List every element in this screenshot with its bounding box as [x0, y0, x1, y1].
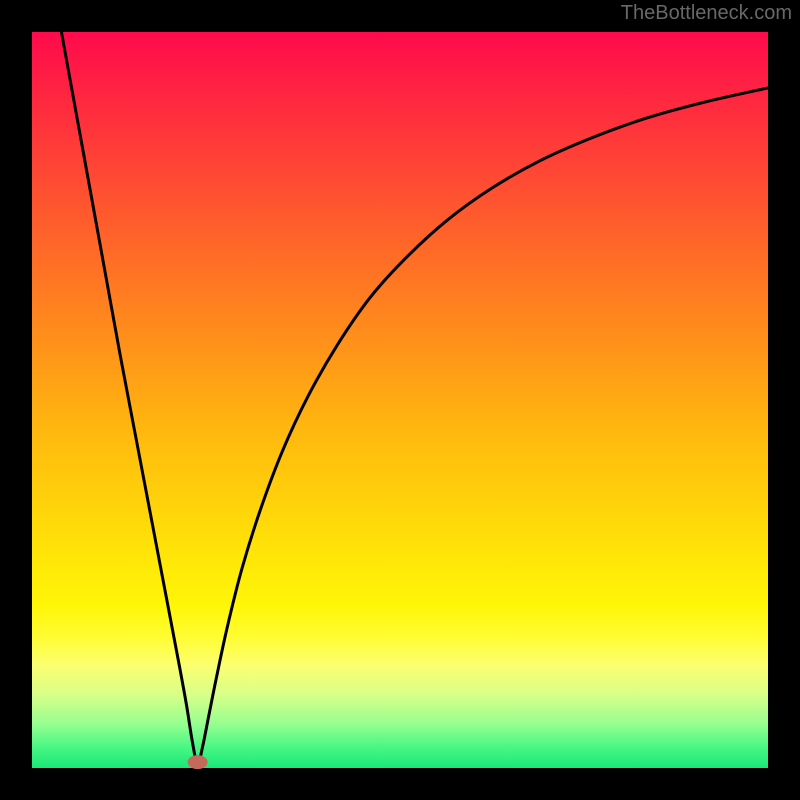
watermark-text: TheBottleneck.com	[621, 2, 792, 25]
optimum-marker	[188, 755, 208, 769]
bottleneck-chart	[0, 0, 800, 800]
plot-gradient-background	[32, 32, 768, 768]
